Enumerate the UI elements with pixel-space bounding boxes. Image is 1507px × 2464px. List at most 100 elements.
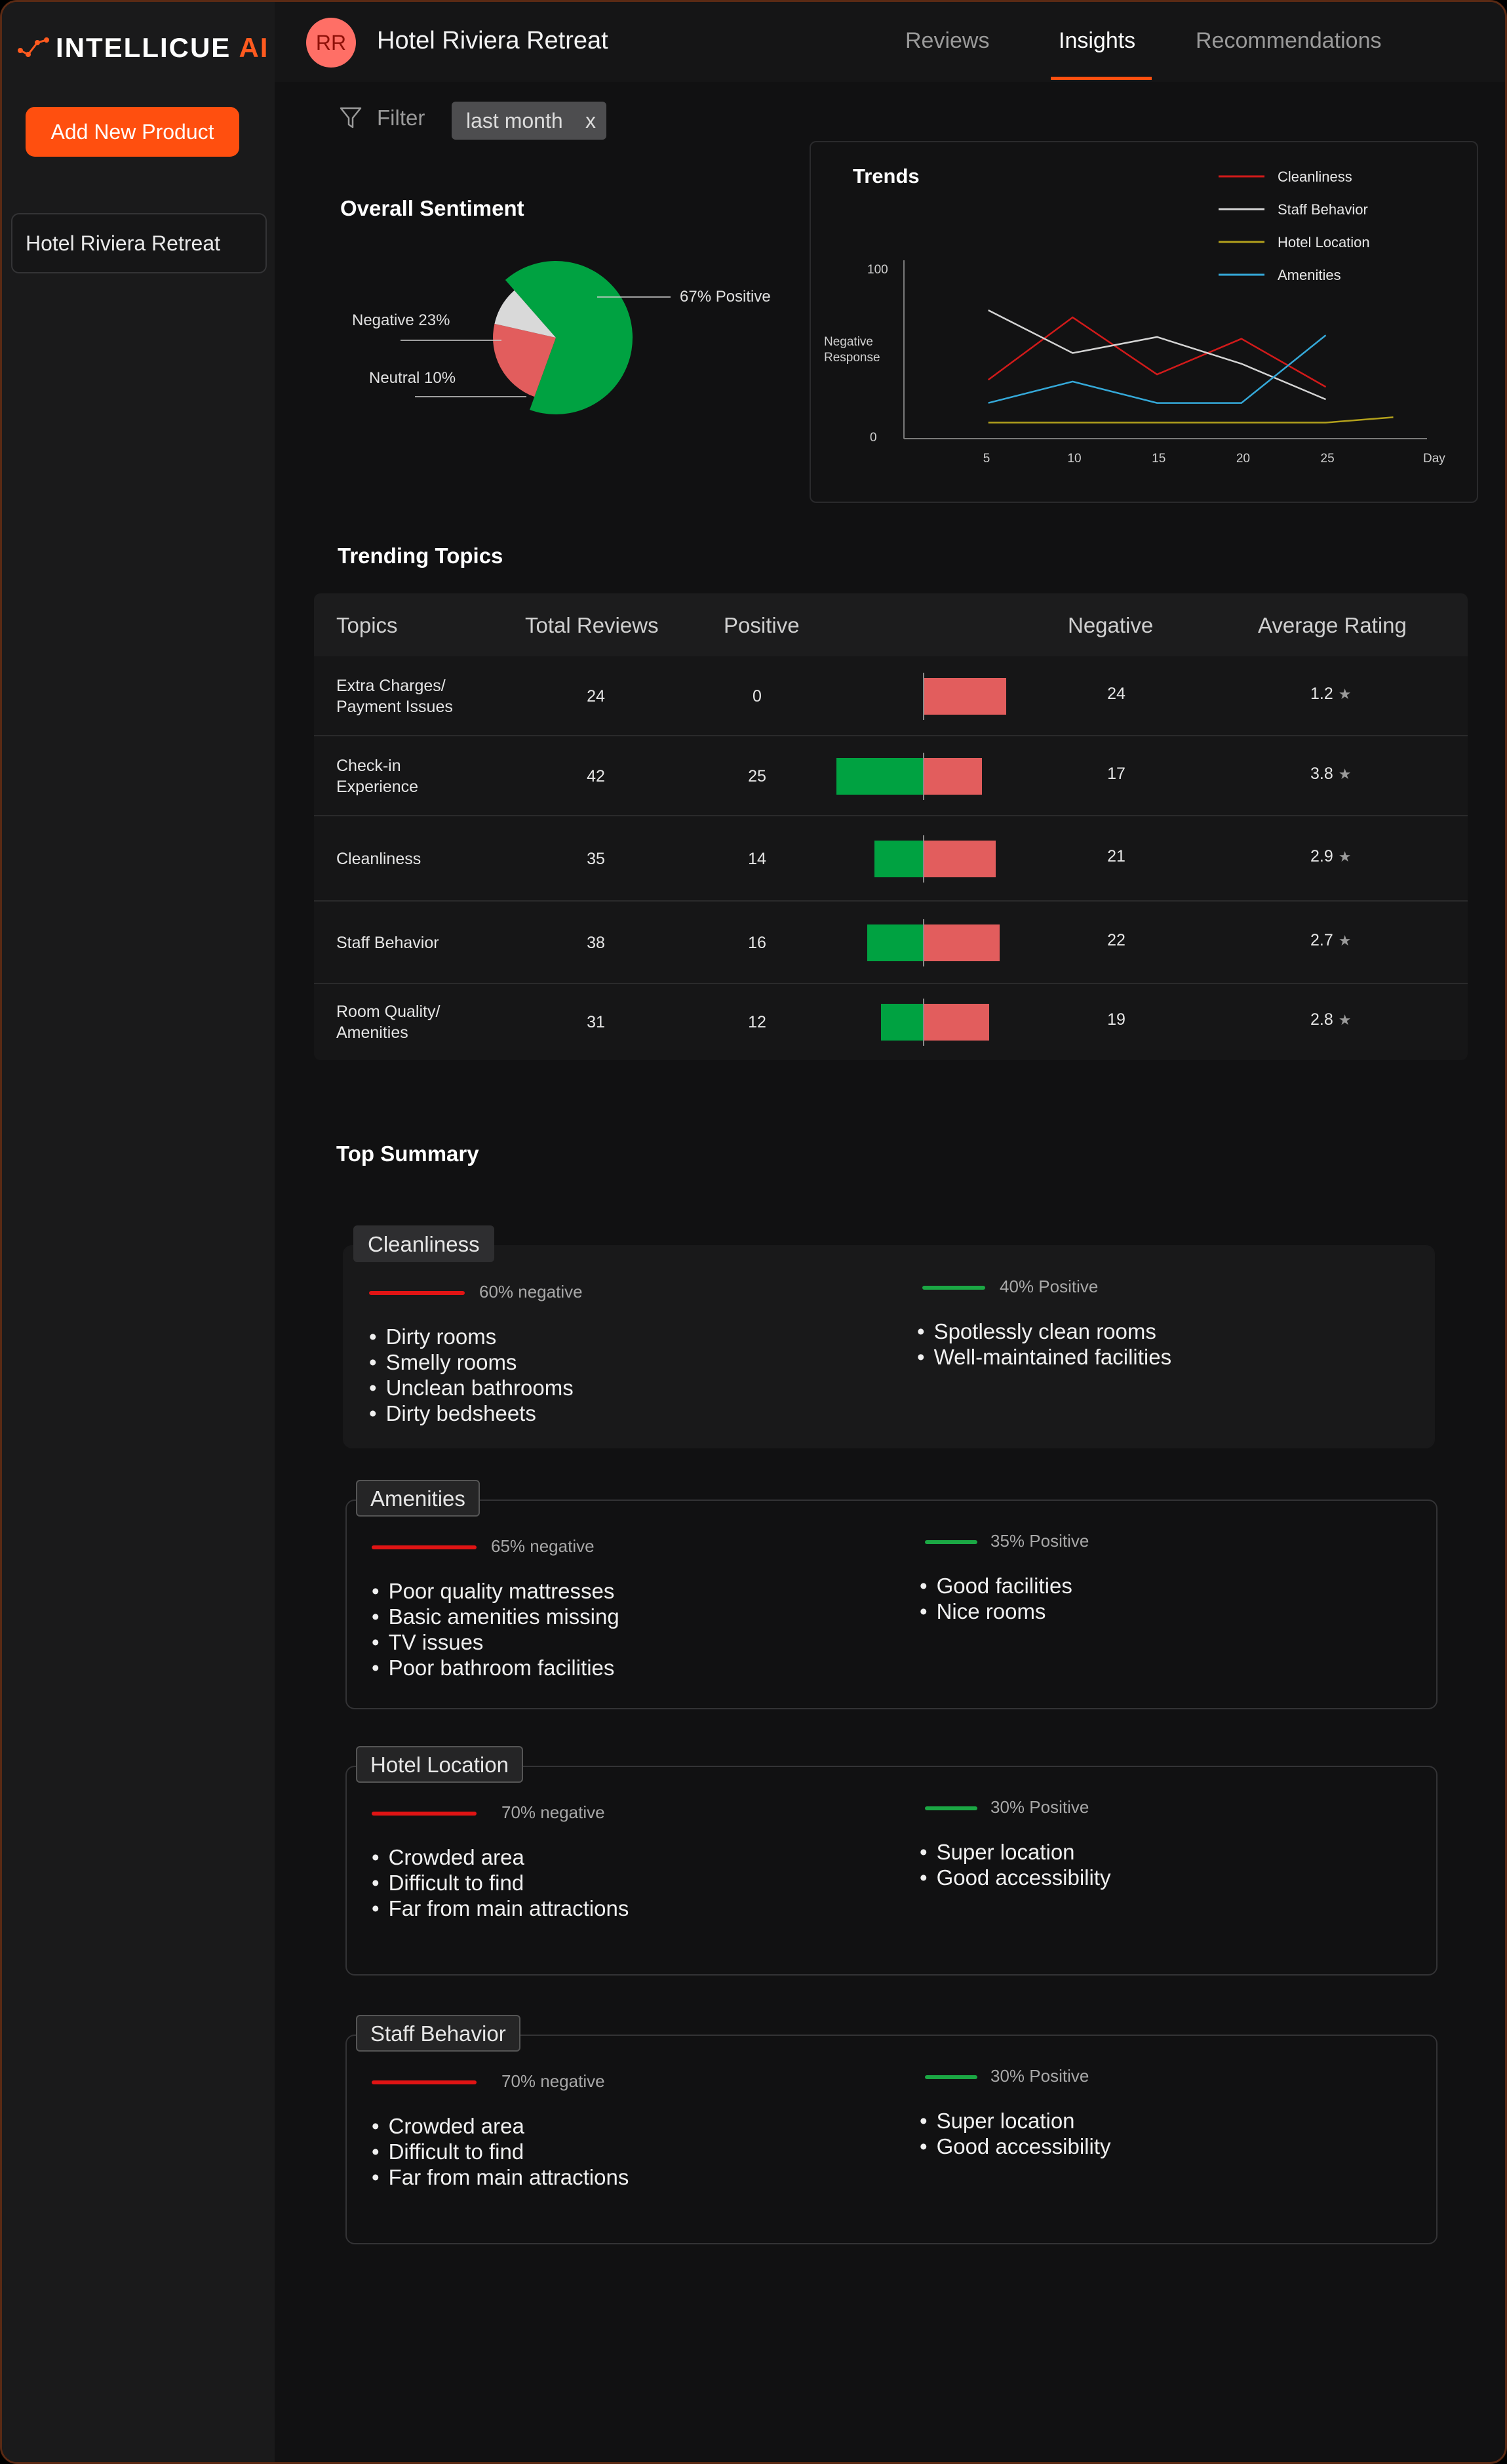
positive-bar — [867, 924, 923, 961]
logo-icon — [18, 37, 49, 57]
negative-legend-line — [369, 1291, 465, 1295]
legend-label: Hotel Location — [1278, 234, 1370, 250]
cell-negative: 22 — [1107, 931, 1125, 949]
table-row[interactable]: Check-in Experience 42 25 17 3.8 ★ — [314, 736, 1468, 816]
filter-chip[interactable]: last month x — [452, 102, 606, 140]
header: RR Hotel Riviera Retreat Reviews Insight… — [275, 2, 1505, 82]
table-row[interactable]: Staff Behavior 38 16 22 2.7 ★ — [314, 902, 1468, 984]
pie-label-positive: 67% Positive — [680, 288, 771, 306]
negative-points-list: Dirty roomsSmelly roomsUnclean bathrooms… — [369, 1324, 574, 1426]
table-row[interactable]: Cleanliness 35 14 21 2.9 ★ — [314, 816, 1468, 902]
list-item: Poor quality mattresses — [372, 1578, 619, 1604]
list-item: Difficult to find — [372, 2139, 629, 2164]
tab-reviews[interactable]: Reviews — [905, 28, 990, 53]
positive-percent-label: 30% Positive — [990, 2066, 1089, 2086]
negative-bar — [923, 1004, 989, 1041]
cell-negative: 24 — [1107, 685, 1125, 703]
cell-topic: Extra Charges/Payment Issues — [336, 677, 453, 716]
negative-bar — [923, 841, 996, 877]
trends-card: Trends Negative Response 100 0 5 10 15 20 25… — [810, 141, 1478, 503]
x-tick-label: 25 — [1321, 452, 1335, 466]
x-tick-label: 10 — [1067, 452, 1081, 466]
active-tab-indicator — [1051, 77, 1152, 80]
page-title: Hotel Riviera Retreat — [377, 27, 608, 54]
negative-bar — [923, 924, 1000, 961]
cell-topic: Cleanliness — [336, 850, 421, 868]
cell-positive: 25 — [748, 767, 766, 785]
positive-points-list: Spotlessly clean roomsWell-maintained fa… — [917, 1319, 1172, 1370]
negative-points-list: Crowded areaDifficult to findFar from ma… — [372, 2113, 629, 2190]
filter-label[interactable]: Filter — [377, 106, 425, 130]
cell-negative: 19 — [1107, 1010, 1125, 1029]
positive-bar — [836, 758, 923, 795]
cell-positive: 14 — [748, 850, 766, 868]
table-row[interactable]: Extra Charges/Payment Issues 24 0 24 1.2 ★ — [314, 656, 1468, 736]
filter-icon[interactable] — [339, 106, 362, 130]
filter-chip-label: last month — [466, 109, 563, 132]
table-header: Topics Total Reviews Positive Negative A… — [314, 593, 1468, 656]
th-negative: Negative — [1068, 613, 1154, 637]
negative-legend-line — [372, 1812, 477, 1816]
negative-points-list: Poor quality mattressesBasic amenities m… — [372, 1578, 619, 1680]
negative-percent-label: 70% negative — [501, 2071, 605, 2091]
pie-label-negative: Negative 23% — [352, 311, 450, 329]
cell-average-rating: 2.8 ★ — [1310, 1010, 1352, 1029]
logo: INTELLICUE AI — [16, 28, 269, 68]
star-icon: ★ — [1338, 686, 1352, 702]
list-item: Super location — [920, 1839, 1111, 1865]
tab-recommendations[interactable]: Recommendations — [1196, 28, 1382, 53]
legend-label: Staff Behavior — [1278, 201, 1368, 218]
sidebar: INTELLICUE AI Add New Product Hotel Rivi… — [2, 2, 275, 2462]
summary-card-hotel-location: 70% negative 30% Positive Crowded areaDiff… — [345, 1766, 1438, 1976]
trends-title: Trends — [853, 165, 920, 188]
sidebar-item-product[interactable]: Hotel Riviera Retreat — [11, 213, 267, 273]
negative-points-list: Crowded areaDifficult to findFar from ma… — [372, 1844, 629, 1921]
cell-total-reviews: 24 — [587, 687, 605, 705]
cell-negative: 21 — [1107, 847, 1125, 865]
list-item: Far from main attractions — [372, 1896, 629, 1921]
sentiment-pie-chart — [401, 261, 671, 414]
summary-tag: Amenities — [356, 1480, 480, 1517]
positive-points-list: Good facilitiesNice rooms — [920, 1573, 1072, 1624]
negative-legend-line — [372, 1545, 477, 1549]
th-topics: Topics — [336, 613, 398, 637]
th-positive: Positive — [724, 613, 800, 637]
star-icon: ★ — [1338, 932, 1352, 949]
positive-percent-label: 40% Positive — [1000, 1277, 1099, 1296]
pie-slice-negative — [493, 323, 556, 397]
pie-slice-neutral — [494, 290, 556, 338]
summary-card-amenities: 65% negative 35% Positive Poor quality mat… — [345, 1500, 1438, 1709]
tab-insights[interactable]: Insights — [1059, 28, 1136, 53]
cell-positive: 12 — [748, 1013, 766, 1031]
list-item: Smelly rooms — [369, 1349, 574, 1375]
legend-label: Amenities — [1278, 267, 1341, 283]
bar-zero-line — [923, 999, 924, 1046]
cell-negative: 17 — [1107, 765, 1125, 783]
positive-percent-label: 35% Positive — [990, 1531, 1089, 1551]
list-item: Poor bathroom facilities — [372, 1655, 619, 1680]
table-row[interactable]: Room Quality/Amenities 31 12 19 2.8 ★ — [314, 984, 1468, 1060]
list-item: Crowded area — [372, 1844, 629, 1870]
close-icon[interactable]: x — [585, 109, 596, 132]
cell-total-reviews: 38 — [587, 934, 605, 952]
positive-legend-line — [925, 1540, 977, 1544]
trend-line-hotel-location — [988, 416, 1394, 424]
list-item: TV issues — [372, 1629, 619, 1655]
avatar[interactable]: RR — [306, 18, 356, 68]
y-tick-top: 100 — [867, 263, 888, 277]
star-icon: ★ — [1338, 848, 1352, 865]
y-axis-label-line2: Response — [824, 351, 880, 365]
cell-topic: Room Quality/Amenities — [336, 1003, 440, 1042]
add-new-product-button[interactable]: Add New Product — [26, 107, 239, 157]
list-item: Good accessibility — [920, 2134, 1111, 2159]
logo-text: INTELLICUE AI — [56, 32, 269, 63]
bar-zero-line — [923, 835, 924, 883]
legend-label: Cleanliness — [1278, 169, 1352, 185]
bar-zero-line — [923, 919, 924, 966]
cell-average-rating: 2.7 ★ — [1310, 931, 1352, 949]
cell-average-rating: 2.9 ★ — [1310, 847, 1352, 865]
bar-zero-line — [923, 673, 924, 720]
positive-legend-line — [925, 2075, 977, 2079]
list-item: Dirty rooms — [369, 1324, 574, 1349]
list-item: Crowded area — [372, 2113, 629, 2139]
